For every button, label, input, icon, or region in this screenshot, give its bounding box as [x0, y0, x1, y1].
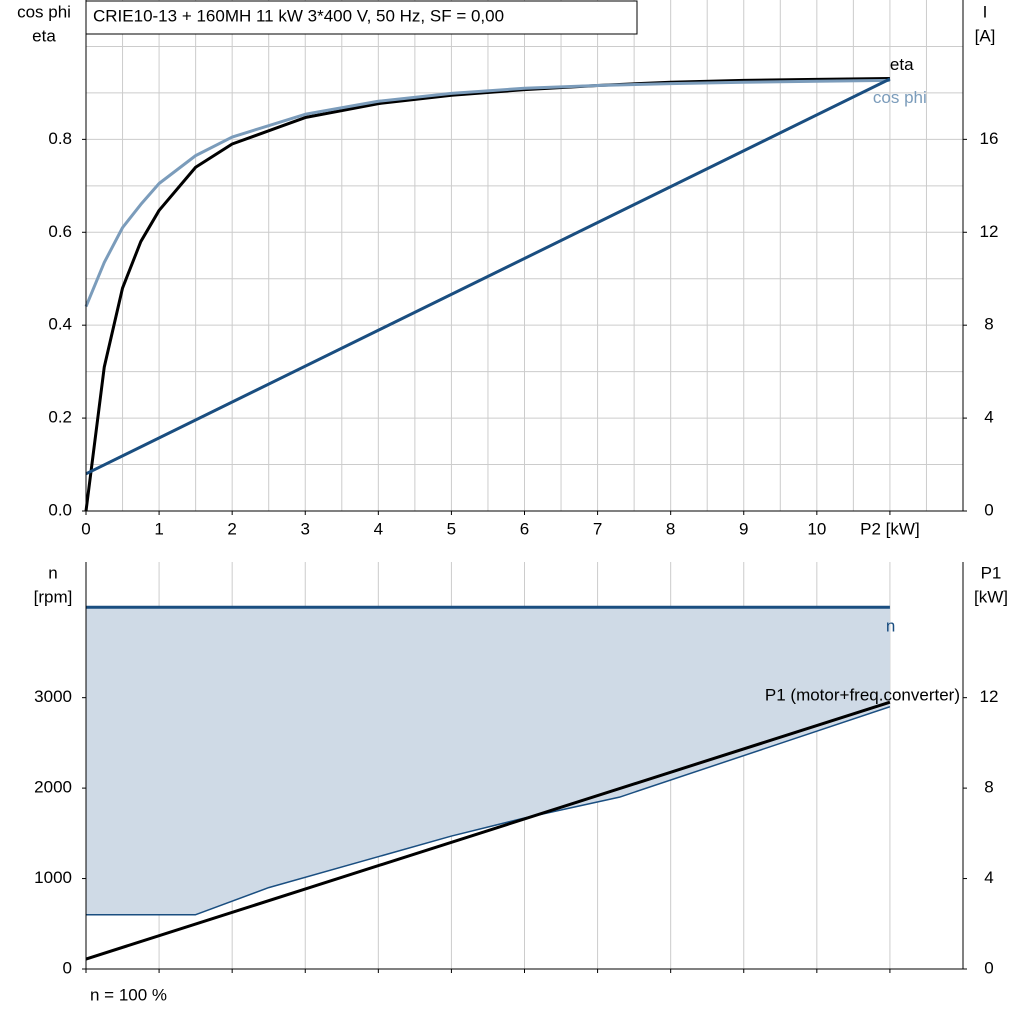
y2-tick-label: 4	[984, 408, 993, 427]
x-tick-label: 6	[520, 519, 529, 538]
y-axis-label: [rpm]	[34, 587, 73, 606]
y2-tick-label: 0	[984, 958, 993, 977]
y-axis-label: n	[48, 563, 57, 582]
y2-tick-label: 0	[984, 500, 993, 519]
x-tick-label: 8	[666, 519, 675, 538]
x-tick-label: 9	[739, 519, 748, 538]
y-tick-label: 0	[63, 958, 72, 977]
y2-tick-label: 16	[980, 129, 999, 148]
series-line	[86, 705, 891, 916]
y-tick-label: 3000	[34, 687, 72, 706]
x-tick-label: 5	[447, 519, 456, 538]
y2-tick-label: 12	[980, 222, 999, 241]
x-tick-label: 10	[807, 519, 826, 538]
series-line	[85, 77, 891, 476]
operating-range-fill	[86, 607, 890, 915]
y2-tick-label: 8	[984, 315, 993, 334]
y2-tick-label: 8	[984, 778, 993, 797]
x-tick-label: 2	[227, 519, 236, 538]
y-axis-label: cos phi	[17, 2, 71, 21]
title-box	[85, 0, 638, 35]
y-tick-label: 0.6	[48, 222, 72, 241]
y2-axis-label: [kW]	[974, 587, 1008, 606]
note: n = 100 %	[90, 985, 167, 1004]
x-tick-label: 1	[154, 519, 163, 538]
plots: 0 1 2 3 4 5 6 7 8 9 10 P2 [kW]0.00.20.40.60.8048121…	[34, 0, 998, 977]
series-label: eta	[890, 55, 914, 74]
series-line	[84, 78, 890, 308]
y-tick-label: 0.8	[48, 129, 72, 148]
y2-axis-label: I	[983, 2, 988, 21]
series-label: P1 (motor+freq.converter)	[765, 686, 960, 705]
x-tick-label: 0	[81, 519, 90, 538]
y2-tick-label: 12	[980, 687, 999, 706]
y2-axis-label: P1	[981, 563, 1002, 582]
x-tick-label: 4	[374, 519, 383, 538]
y-tick-label: 0.4	[48, 315, 72, 334]
y2-tick-label: 4	[984, 868, 993, 887]
series-line	[85, 700, 891, 961]
y-tick-label: 0.0	[48, 500, 72, 519]
chart-title: CRIE10-13 + 160MH 11 kW 3*400 V, 50 Hz, …	[93, 6, 504, 25]
series-label: n	[886, 617, 895, 636]
x-tick-label: P2 [kW]	[860, 519, 920, 538]
y-tick-label: 1000	[34, 868, 72, 887]
series-line	[84, 77, 890, 512]
y-tick-label: 2000	[34, 778, 72, 797]
x-tick-label: 3	[301, 519, 310, 538]
y-tick-label: 0.2	[48, 408, 72, 427]
y-axis-label: eta	[32, 26, 56, 45]
x-tick-label: 7	[593, 519, 602, 538]
series-label: cos phi	[873, 88, 927, 107]
y2-axis-label: [A]	[975, 26, 996, 45]
